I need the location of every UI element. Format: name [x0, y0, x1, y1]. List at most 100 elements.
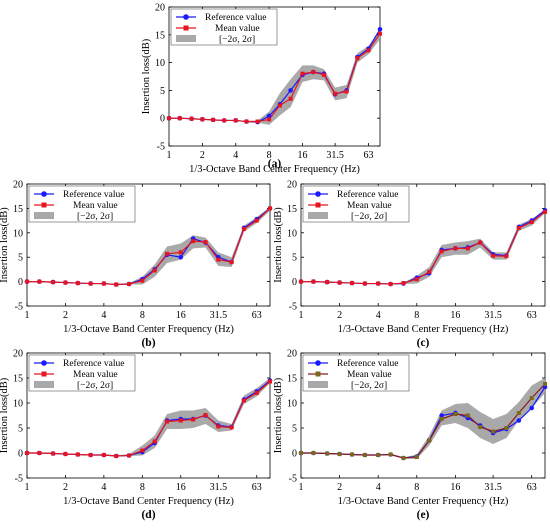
mean-point: [114, 454, 119, 458]
legend-band-label: [−2σ, 2σ]: [77, 212, 113, 222]
legend-mean-marker: [183, 25, 189, 31]
mean-point: [427, 269, 432, 274]
mean-point: [233, 118, 238, 123]
mean-point: [378, 31, 382, 36]
mean-point: [504, 254, 509, 259]
y-tick-label: 15: [155, 30, 165, 41]
mean-point: [414, 455, 419, 459]
panel-label: (b): [141, 337, 155, 349]
x-tick-label: 63: [252, 310, 262, 321]
mean-point: [268, 379, 272, 384]
mean-point: [88, 453, 93, 457]
y-tick-label: 20: [287, 180, 297, 191]
x-axis-label: 1/3-Octave Band Center Frequency (Hz): [63, 496, 234, 507]
x-tick-label: 31.5: [210, 482, 228, 493]
x-tick-label: 16: [176, 310, 186, 321]
y-tick-label: 5: [292, 424, 297, 435]
mean-point: [229, 260, 234, 265]
x-tick-label: 4: [376, 482, 381, 493]
confidence-band: [169, 29, 380, 125]
x-tick-label: 8: [267, 150, 272, 161]
x-tick-label: 2: [63, 310, 68, 321]
panel-label: (e): [417, 509, 430, 521]
mean-point: [127, 453, 132, 458]
mean-point: [75, 452, 80, 457]
y-tick-label: 20: [287, 349, 297, 360]
confidence-band: [27, 378, 270, 457]
x-tick-label: 1: [299, 310, 304, 321]
mean-point: [254, 218, 259, 223]
reference-point: [288, 88, 293, 93]
legend-band-label: [−2σ, 2σ]: [351, 381, 387, 391]
mean-point: [140, 448, 145, 453]
mean-point: [355, 56, 360, 61]
mean-point: [189, 116, 194, 121]
y-tick-label: 15: [13, 374, 23, 385]
confidence-band: [301, 378, 545, 459]
y-tick-label: 0: [18, 277, 23, 288]
mean-point: [321, 72, 326, 77]
mean-point: [37, 451, 42, 455]
x-tick-label: 31.5: [326, 150, 344, 161]
mean-point: [75, 281, 80, 286]
x-tick-label: 1: [25, 310, 30, 321]
x-tick-label: 63: [252, 482, 262, 493]
legend-band-swatch: [34, 381, 54, 388]
x-tick-label: 8: [140, 482, 145, 493]
x-tick-label: 4: [101, 482, 106, 493]
mean-point: [152, 439, 157, 444]
y-tick-label: 20: [13, 180, 23, 191]
x-tick-label: 63: [363, 150, 373, 161]
legend-mean-label: Mean value: [347, 201, 392, 211]
legend-reference-label: Reference value: [63, 358, 124, 369]
x-tick-label: 31.5: [484, 310, 502, 321]
mean-point: [241, 226, 246, 231]
mean-point: [101, 281, 106, 286]
mean-point: [366, 48, 371, 53]
y-tick-label: -5: [15, 474, 23, 485]
mean-point: [491, 429, 496, 434]
mean-point: [63, 452, 68, 456]
y-tick-label: 10: [13, 228, 23, 239]
mean-point: [453, 246, 458, 251]
mean-point: [88, 281, 93, 286]
legend-mean-label: Mean value: [73, 201, 118, 211]
legend-reference-marker: [315, 360, 321, 366]
reference-point: [266, 113, 272, 119]
mean-point: [216, 424, 221, 429]
mean-point: [114, 282, 119, 287]
mean-point: [244, 119, 249, 124]
mean-point: [178, 418, 183, 423]
mean-point: [478, 240, 483, 245]
mean-point: [388, 452, 393, 457]
legend-mean-marker: [41, 371, 47, 377]
mean-point: [376, 281, 381, 286]
mean-point: [241, 398, 246, 403]
y-tick-label: -5: [289, 302, 297, 313]
x-tick-label: 8: [414, 310, 419, 321]
mean-point: [376, 453, 381, 457]
mean-point: [288, 96, 293, 101]
y-tick-label: 10: [13, 399, 23, 410]
mean-point: [529, 220, 534, 225]
mean-point: [504, 426, 509, 430]
legend-band-swatch: [308, 212, 328, 219]
mean-point: [51, 280, 56, 285]
y-tick-label: 10: [287, 399, 297, 410]
x-tick-label: 31.5: [484, 482, 502, 493]
x-tick-label: 8: [414, 482, 419, 493]
legend-reference-label: Reference value: [63, 189, 124, 200]
mean-point: [37, 279, 42, 284]
y-tick-label: -5: [157, 142, 165, 153]
mean-point: [337, 280, 342, 285]
mean-point: [465, 246, 470, 251]
mean-point: [229, 425, 234, 430]
mean-point: [516, 225, 521, 230]
y-tick-label: 5: [160, 86, 165, 97]
x-axis-label: 1/3-Octave Band Center Frequency (Hz): [338, 324, 509, 335]
legend-reference-marker: [41, 360, 47, 366]
legend-reference-marker: [315, 191, 321, 197]
x-tick-label: 2: [337, 310, 342, 321]
x-tick-label: 1: [25, 482, 30, 493]
